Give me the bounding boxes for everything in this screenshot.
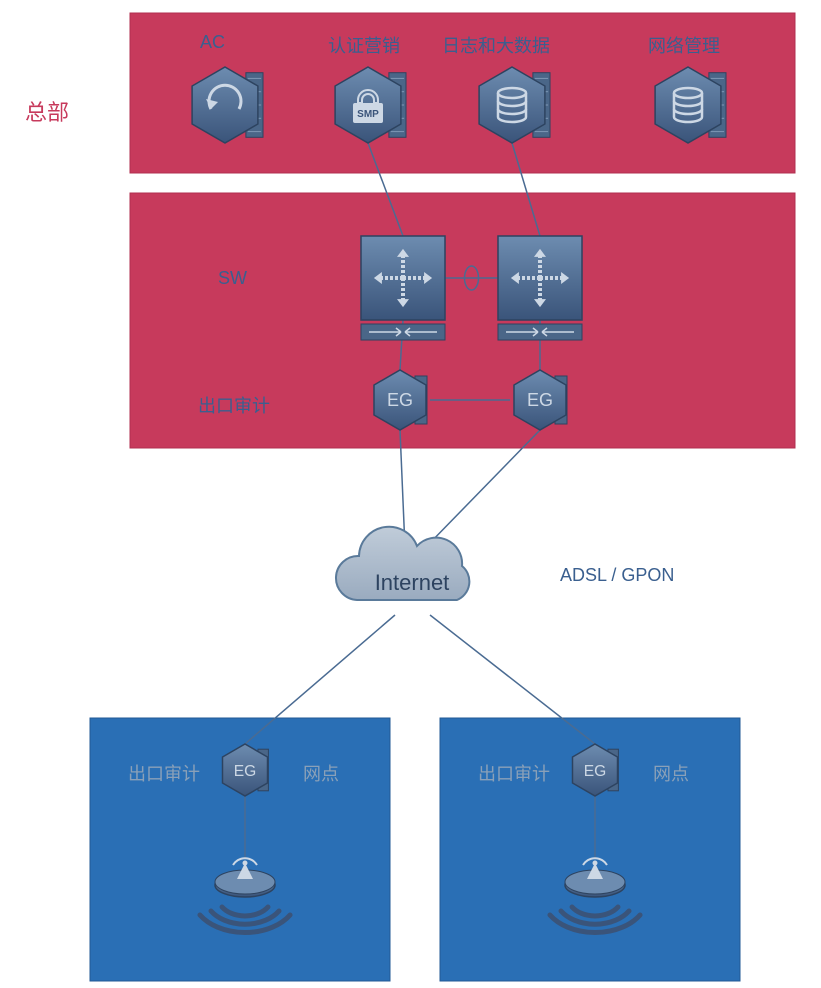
diagram-canvas: SMP EG EG EG EG Internet — [0, 0, 821, 988]
eg-text: EG — [527, 390, 553, 410]
smp-badge: SMP — [357, 109, 379, 120]
adsl-label: ADSL / GPON — [560, 565, 674, 586]
eg-text: EG — [584, 763, 607, 780]
branch-r-label: 网点 — [653, 760, 689, 786]
hq-label: 总部 — [25, 95, 69, 127]
audit-branch-l-label: 出口审计 — [128, 760, 200, 786]
netmgmt-label: 网络管理 — [648, 32, 720, 58]
internet-label: Internet — [375, 570, 450, 595]
internet-cloud: Internet — [336, 527, 469, 600]
sw-label: SW — [218, 268, 247, 289]
sw-left-node — [361, 236, 445, 340]
log-label: 日志和大数据 — [442, 32, 550, 58]
eg-text: EG — [234, 763, 257, 780]
auth-label: 认证营销 — [328, 32, 400, 58]
audit-branch-r-label: 出口审计 — [478, 760, 550, 786]
audit-hq-label: 出口审计 — [198, 392, 270, 418]
sw-right-node — [498, 236, 582, 340]
eg-text: EG — [387, 390, 413, 410]
ac-label: AC — [200, 32, 225, 53]
branch-l-label: 网点 — [303, 760, 339, 786]
